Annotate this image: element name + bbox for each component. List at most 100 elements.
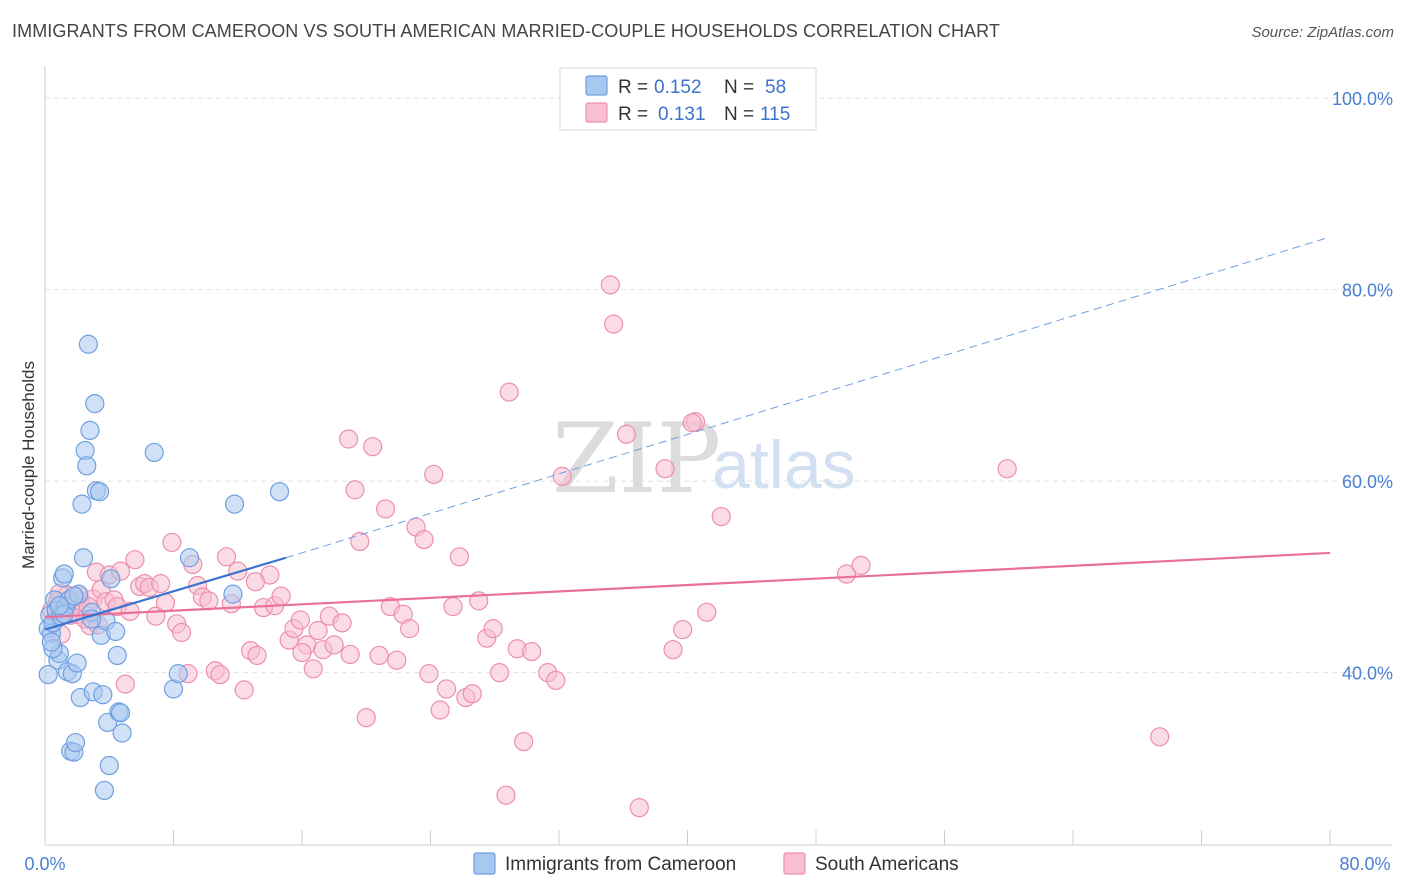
cameroon-point [101,569,121,589]
cameroon-point [77,456,97,476]
stats-legend-swatch-blue [585,75,608,96]
trend-line-south-americans [44,551,1331,619]
south-american-point [629,798,649,818]
cameroon-point [94,780,115,801]
south-american-point [414,529,434,550]
south-american-point [363,437,383,457]
cameroon-point [99,755,119,776]
south-american-point [338,429,359,449]
south-american-point [430,700,450,720]
south-american-point [496,785,516,805]
south-american-point [387,650,407,670]
south-american-point [522,641,542,662]
cameroon-point [38,664,58,685]
south-american-point [616,424,637,444]
y-axis-title: Married-couple Households [19,361,38,569]
south-american-point [711,506,731,527]
tick-label-layer: 40.0% 60.0% 80.0% 100.0% 0.0% 80.0% [24,89,1393,874]
south-american-point [424,464,444,485]
south-american-point [216,547,237,567]
cameroon-point [179,548,200,568]
south-american-point [210,664,230,685]
south-american-point [462,684,482,704]
south-american-point [369,645,389,666]
south-american-point [199,591,219,611]
stats-n-label-pink: N = [724,104,754,125]
south-american-point [125,550,145,570]
cameroon-point [41,632,62,652]
trend-line-cameroon-extension [285,236,1331,559]
south-american-point [851,555,871,576]
y-tick-label: 100.0% [1332,89,1393,109]
south-american-point [234,680,254,700]
stats-r-label-pink: R = [618,104,648,125]
cameroon-point [223,584,243,604]
y-tick-label: 60.0% [1342,472,1393,492]
south-american-point [499,382,519,402]
series-legend-label-cameroon: Immigrants from Cameroon [505,854,736,875]
south-american-point [271,586,291,606]
cameroon-point [85,393,105,414]
south-american-point [1150,727,1170,747]
cameroon-point [112,723,132,743]
chart-title: IMMIGRANTS FROM CAMEROON VS SOUTH AMERIC… [12,21,1001,41]
south-american-point [245,572,266,592]
series-legend-label-south-americans: South Americans [815,854,959,875]
cameroon-point [80,420,100,441]
cameroon-point [54,564,74,584]
south-american-point [308,620,328,641]
cameroon-point [64,586,84,606]
south-american-point [489,663,510,683]
stats-n-value-pink: 115 [760,104,790,125]
stats-r-label-blue: R = [618,77,648,98]
cameroon-point [168,664,188,684]
south-american-point [171,622,192,643]
grid-layer [45,97,1392,674]
stats-r-value-blue: 0.152 [654,77,702,98]
south-american-point [340,644,360,665]
x-tick-label: 80.0% [1339,854,1390,874]
south-american-point [443,596,463,617]
series-legend: Immigrants from Cameroon South Americans [473,852,959,875]
trend-layer [44,236,1331,631]
stats-legend-swatch-pink [585,102,608,123]
cameroon-point [65,732,86,753]
cameroon-point [144,442,164,463]
south-american-point [600,275,621,295]
cameroon-point [269,482,290,502]
stats-r-value-pink: 0.131 [658,104,706,125]
series-legend-swatch-cameroon [473,852,496,875]
south-american-point [663,640,683,660]
watermark-atlas: atlas [712,427,856,503]
south-american-point [115,674,135,694]
cameroon-point [72,494,92,514]
cameroon-point [49,596,70,616]
south-american-point [514,731,534,752]
south-american-point [332,613,352,633]
south-american-point [682,413,702,433]
south-american-point [356,708,376,728]
cameroon-point [78,334,98,354]
south-american-point [836,564,857,584]
cameroon-point [73,548,94,568]
series-legend-swatch-south-americans [783,852,806,875]
south-american-point [151,574,171,594]
south-american-point [303,659,323,679]
south-american-point [162,532,182,553]
cameroon-point [106,621,126,642]
x-tick-label: 0.0% [24,854,65,874]
stats-n-label-blue: N = [724,77,754,98]
y-tick-label: 80.0% [1342,281,1393,301]
south-american-point [655,459,675,479]
south-american-point [436,679,457,699]
south-american-point [673,619,693,640]
stats-n-value-blue: 58 [765,77,786,98]
south-american-point [419,664,439,684]
south-american-point [449,547,470,567]
south-american-point [324,635,344,655]
y-tick-label: 40.0% [1342,664,1393,684]
cameroon-point [107,645,127,666]
south-american-point [604,314,624,334]
trend-line-cameroon [44,556,287,631]
